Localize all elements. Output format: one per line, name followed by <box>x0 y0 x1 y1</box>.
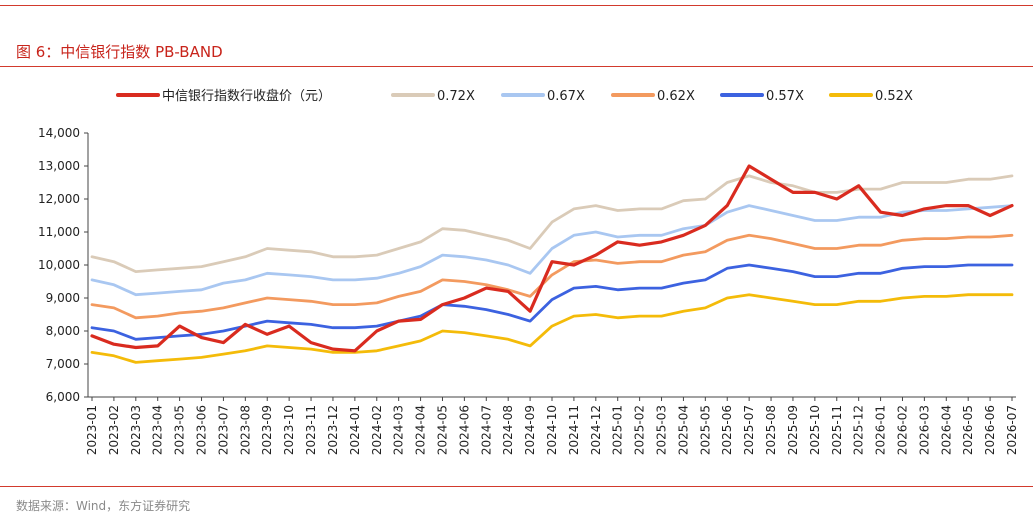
y-tick-label: 9,000 <box>46 291 80 305</box>
series-line-3 <box>90 233 1014 320</box>
x-tick-label: 2024-07 <box>479 405 493 455</box>
x-tick-label: 2025-04 <box>676 405 690 455</box>
x-tick-label: 2025-08 <box>764 405 778 455</box>
x-tick-label: 2026-07 <box>1005 405 1019 455</box>
series-line-5 <box>90 293 1014 364</box>
x-tick-label: 2023-05 <box>173 405 187 455</box>
x-tick-label: 2024-12 <box>589 405 603 455</box>
series-line-0 <box>90 164 1014 353</box>
x-tick-label: 2025-10 <box>808 405 822 455</box>
x-tick-label: 2023-09 <box>260 405 274 455</box>
x-tick-label: 2023-07 <box>216 405 230 455</box>
x-tick-label: 2026-02 <box>895 405 909 455</box>
x-tick-label: 2024-08 <box>501 405 515 455</box>
x-tick-label: 2023-02 <box>107 405 121 455</box>
x-tick-label: 2025-02 <box>633 405 647 455</box>
y-tick-label: 8,000 <box>46 324 80 338</box>
x-tick-label: 2026-05 <box>961 405 975 455</box>
legend-label-0: 中信银行指数行收盘价（元） <box>162 88 331 104</box>
x-tick-label: 2023-10 <box>282 405 296 455</box>
y-tick-label: 11,000 <box>38 225 80 239</box>
legend-label-3: 0.62X <box>657 89 695 104</box>
x-tick-label: 2023-08 <box>238 405 252 455</box>
x-tick-label: 2023-01 <box>85 405 99 455</box>
x-tick-label: 2023-06 <box>195 405 209 455</box>
y-tick-label: 13,000 <box>38 159 80 173</box>
x-tick-label: 2024-05 <box>435 405 449 455</box>
legend-label-2: 0.67X <box>547 89 585 104</box>
series-line-1 <box>90 174 1014 273</box>
y-tick-label: 12,000 <box>38 192 80 206</box>
x-tick-label: 2025-12 <box>852 405 866 455</box>
title-rule <box>0 66 1033 67</box>
top-rule <box>0 5 1033 6</box>
x-tick-label: 2026-03 <box>917 405 931 455</box>
y-tick-label: 7,000 <box>46 357 80 371</box>
chart-lines <box>90 164 1014 364</box>
x-tick-label: 2024-06 <box>457 405 471 455</box>
chart-legend: 中信银行指数行收盘价（元） 0.72X 0.67X 0.62X 0.57X 0.52X <box>116 88 913 104</box>
legend-label-5: 0.52X <box>875 89 913 104</box>
y-tick-label: 14,000 <box>38 126 80 140</box>
y-tick-label: 6,000 <box>46 390 80 404</box>
x-tick-label: 2024-02 <box>370 405 384 455</box>
x-tick-label: 2025-09 <box>786 405 800 455</box>
x-tick-label: 2025-11 <box>830 405 844 455</box>
x-tick-label: 2026-06 <box>983 405 997 455</box>
x-tick-label: 2026-04 <box>939 405 953 455</box>
bottom-rule <box>0 486 1033 487</box>
legend-label-4: 0.57X <box>766 89 804 104</box>
x-tick-label: 2023-11 <box>304 405 318 455</box>
x-tick-label: 2024-11 <box>567 405 581 455</box>
legend-label-1: 0.72X <box>437 89 475 104</box>
x-tick-label: 2024-04 <box>414 405 428 455</box>
x-tick-label: 2024-09 <box>523 405 537 455</box>
x-tick-label: 2024-10 <box>545 405 559 455</box>
x-tick-label: 2023-03 <box>129 405 143 455</box>
chart-axes: 6,000 7,000 8,000 9,000 10,000 11,000 12,000 13… <box>38 126 1019 455</box>
y-tick-label: 10,000 <box>38 258 80 272</box>
x-tick-label: 2025-06 <box>720 405 734 455</box>
x-tick-label: 2025-03 <box>655 405 669 455</box>
x-tick-label: 2025-05 <box>698 405 712 455</box>
figure-title: 图 6：中信银行指数 PB-BAND <box>16 43 223 61</box>
x-tick-label: 2023-12 <box>326 405 340 455</box>
x-tick-label: 2025-01 <box>611 405 625 455</box>
x-tick-label: 2024-03 <box>392 405 406 455</box>
x-tick-label: 2026-01 <box>874 405 888 455</box>
x-tick-label: 2024-01 <box>348 405 362 455</box>
series-line-2 <box>90 204 1014 297</box>
x-tick-label: 2023-04 <box>151 405 165 455</box>
source-note: 数据来源：Wind，东方证券研究 <box>16 499 191 513</box>
x-tick-label: 2025-07 <box>742 405 756 455</box>
